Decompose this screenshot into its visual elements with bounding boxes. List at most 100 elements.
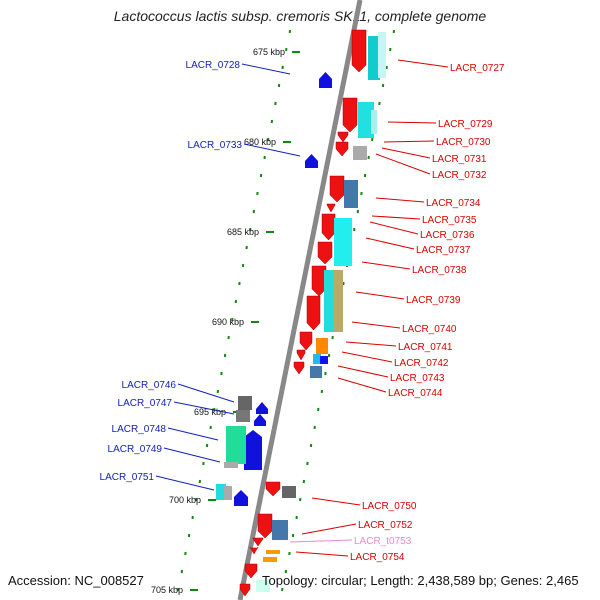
gene-arrow-forward — [335, 141, 349, 157]
label-leader — [375, 153, 431, 175]
label-leader — [243, 143, 301, 157]
gene-label-left: LACR_0749 — [108, 444, 163, 455]
tick-label: 690 kbp — [212, 317, 244, 327]
gene-box-cyan — [358, 102, 374, 138]
tick-label: 680 kbp — [244, 137, 276, 147]
label-leader — [387, 121, 437, 124]
gene-label-right: LACR_0752 — [358, 520, 413, 531]
tick-label: 705 kbp — [151, 585, 183, 595]
gene-box-cyan — [216, 484, 226, 500]
label-leader — [163, 447, 221, 463]
gene-box-green — [226, 426, 246, 464]
gene-box-light — [256, 580, 270, 592]
gene-arrow-forward — [257, 513, 273, 539]
tick-label: 695 kbp — [194, 407, 226, 417]
label-leader — [177, 383, 235, 403]
gene-arrow-reverse — [244, 430, 262, 470]
label-leader — [361, 261, 411, 270]
gene-box-grey — [282, 486, 296, 498]
label-leader — [155, 475, 215, 491]
gene-label-right: LACR_0741 — [398, 342, 453, 353]
gene-label-right: LACR_0740 — [402, 324, 457, 335]
label-leader — [241, 63, 291, 75]
gene-arrow-reverse — [319, 72, 332, 88]
gene-box-steel — [310, 366, 322, 378]
gene-label-right: LACR_0730 — [436, 137, 491, 148]
gene-label-right: LACR_0750 — [362, 501, 417, 512]
gene-label-left: LACR_0747 — [118, 398, 173, 409]
gene-arrow-forward — [337, 131, 349, 143]
gene-arrow-forward — [321, 213, 336, 241]
scale-track-left — [177, 29, 291, 592]
gene-box-grey — [353, 146, 367, 160]
gene-label-right: LACR_0738 — [412, 265, 467, 276]
gene-box-orange — [316, 338, 328, 354]
gene-label-left: LACR_0746 — [122, 380, 177, 391]
gene-arrow-forward — [239, 583, 251, 597]
gene-label-left: LACR_0728 — [186, 60, 241, 71]
gene-arrow-reverse — [305, 154, 318, 168]
label-leader — [383, 140, 435, 143]
gene-arrow-forward — [299, 331, 313, 351]
label-leader — [381, 147, 431, 159]
tick-label: 685 kbp — [227, 227, 259, 237]
gene-box-cyan — [313, 354, 321, 364]
gene-arrow-forward — [306, 295, 321, 331]
gene-box-steel — [272, 520, 288, 540]
label-leader — [371, 215, 421, 220]
gene-arrow-forward — [311, 265, 327, 297]
topology-summary: Topology: circular; Length: 2,438,589 bp… — [262, 573, 579, 588]
gene-arrow-reverse — [234, 490, 248, 506]
gene-label-right: LACR_0742 — [394, 358, 449, 369]
gene-label-right: LACR_0734 — [426, 198, 481, 209]
gene-box-steel — [344, 180, 358, 208]
gene-label-left: LACR_0733 — [188, 140, 243, 151]
label-leader — [375, 197, 425, 203]
gene-arrow-forward — [249, 546, 259, 555]
gene-label-right: LACR_0731 — [432, 154, 487, 165]
label-leader — [369, 221, 419, 235]
gene-arrow-forward — [293, 361, 305, 375]
gene-box-cyan — [368, 36, 380, 80]
label-leader — [337, 377, 387, 393]
label-leader — [173, 401, 235, 415]
accession-text: Accession: NC_008527 — [8, 573, 144, 588]
gene-box-cyan — [334, 218, 352, 266]
page-title: Lactococcus lactis subsp. cremoris SK11,… — [113, 8, 487, 24]
gene-arrow-reverse — [256, 402, 268, 414]
gene-label-right: LACR_0729 — [438, 119, 493, 130]
gene-box-grey — [224, 486, 232, 500]
gene-arrow-forward — [329, 175, 345, 203]
gene-label-left: LACR_0748 — [112, 424, 167, 435]
label-leader — [295, 551, 349, 557]
gene-label-right: LACR_0744 — [388, 388, 443, 399]
label-leader — [345, 341, 397, 347]
gene-box-light — [371, 110, 377, 134]
gene-label-right: LACR_0727 — [450, 63, 505, 74]
gene-label-right: LACR_t0753 — [354, 536, 412, 547]
gene-box-orange — [263, 557, 277, 562]
gene-box-grey — [238, 396, 252, 410]
label-leader — [351, 321, 401, 329]
gene-arrow-forward — [296, 349, 306, 361]
label-leader — [337, 365, 389, 378]
gene-label-right: LACR_0739 — [406, 295, 461, 306]
gene-box-blue — [320, 356, 328, 364]
gene-label-right: LACR_0754 — [350, 552, 405, 563]
label-leader — [289, 539, 353, 543]
gene-box-grey — [236, 410, 250, 422]
gene-label-right: LACR_0736 — [420, 230, 475, 241]
label-leader — [365, 237, 415, 250]
gene-arrow-reverse — [254, 414, 266, 426]
gene-arrow-forward — [252, 537, 264, 547]
label-leader — [341, 351, 393, 363]
gene-box-orange — [266, 550, 280, 554]
gene-label-right: LACR_0735 — [422, 215, 477, 226]
label-leader — [301, 523, 357, 535]
gene-arrow-forward — [342, 97, 358, 133]
gene-label-left: LACR_0751 — [100, 472, 155, 483]
gene-arrow-forward — [244, 563, 258, 579]
genome-backbone — [237, 0, 363, 600]
label-leader — [397, 59, 449, 68]
